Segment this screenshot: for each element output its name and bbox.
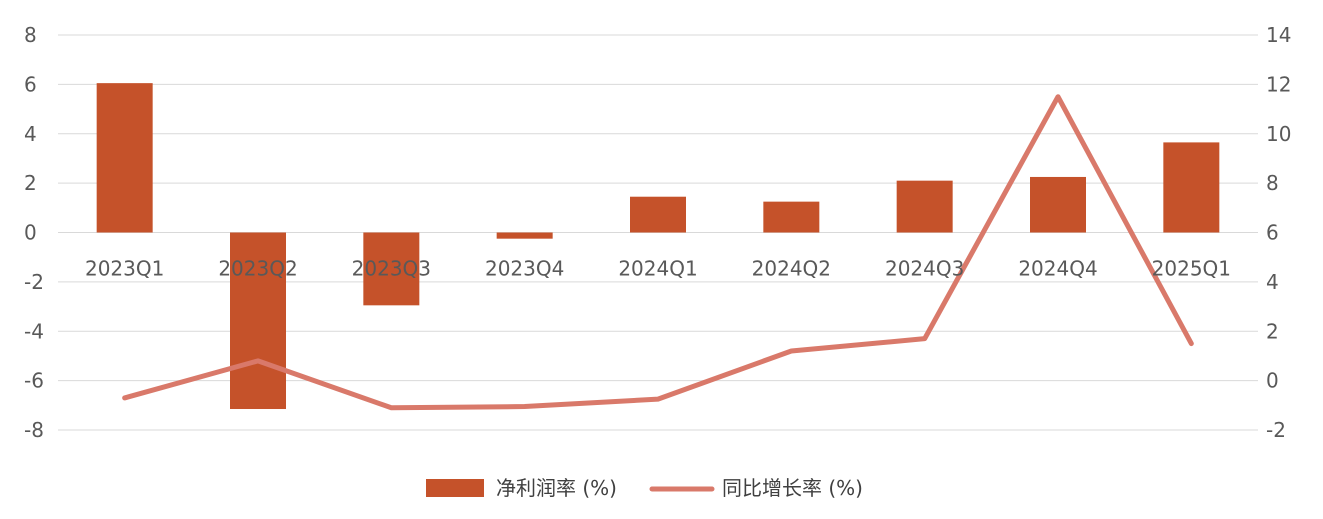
legend-bar-label: 净利润率 (%) — [496, 476, 617, 500]
category-label: 2024Q4 — [1018, 257, 1097, 281]
bar-2023Q1 — [96, 83, 153, 233]
left-tick-label: -8 — [24, 418, 44, 442]
legend-bar-swatch — [426, 479, 484, 497]
left-tick-label: -2 — [24, 270, 44, 294]
category-axis: 2023Q1 2023Q2 2023Q3 2023Q4 2024Q1 2024Q2 2024… — [85, 257, 1231, 281]
right-tick-label: 0 — [1266, 369, 1279, 393]
right-tick-label: 8 — [1266, 171, 1279, 195]
right-tick-label: 12 — [1266, 72, 1291, 96]
bar-2024Q4 — [1030, 176, 1086, 233]
bar-2024Q1 — [630, 196, 686, 233]
left-tick-label: 0 — [24, 221, 37, 245]
bar-2025Q1 — [1163, 142, 1220, 233]
left-tick-label: 4 — [24, 122, 37, 146]
legend: 净利润率 (%) 同比增长率 (%) — [426, 476, 863, 500]
category-label: 2023Q3 — [352, 257, 431, 281]
right-axis: 14 12 10 8 6 4 2 0 -2 — [1266, 23, 1291, 442]
category-label: 2025Q1 — [1152, 257, 1231, 281]
bar-2023Q2 — [230, 232, 286, 410]
bar-2024Q3 — [896, 180, 953, 233]
category-label: 2024Q1 — [618, 257, 697, 281]
right-tick-label: 2 — [1266, 319, 1279, 343]
left-tick-label: 2 — [24, 171, 37, 195]
left-tick-label: -4 — [24, 319, 44, 343]
bar-2023Q4 — [496, 232, 553, 239]
right-tick-label: -2 — [1266, 418, 1286, 442]
left-axis: 8 6 4 2 0 -2 -4 -6 -8 — [24, 23, 44, 442]
right-tick-label: 6 — [1266, 221, 1279, 245]
right-tick-label: 10 — [1266, 122, 1291, 146]
left-tick-label: -6 — [24, 369, 44, 393]
bar-series — [96, 83, 1220, 410]
legend-line-label: 同比增长率 (%) — [722, 476, 863, 500]
category-label: 2023Q4 — [485, 257, 564, 281]
category-label: 2023Q1 — [85, 257, 164, 281]
category-label: 2024Q2 — [752, 257, 831, 281]
left-tick-label: 8 — [24, 23, 37, 47]
bar-2024Q2 — [763, 201, 820, 233]
right-tick-label: 4 — [1266, 270, 1279, 294]
bar-2023Q3 — [363, 232, 420, 306]
category-label: 2023Q2 — [218, 257, 297, 281]
line-series — [122, 94, 1194, 411]
left-tick-label: 6 — [24, 72, 37, 96]
right-tick-label: 14 — [1266, 23, 1291, 47]
category-label: 2024Q3 — [885, 257, 964, 281]
